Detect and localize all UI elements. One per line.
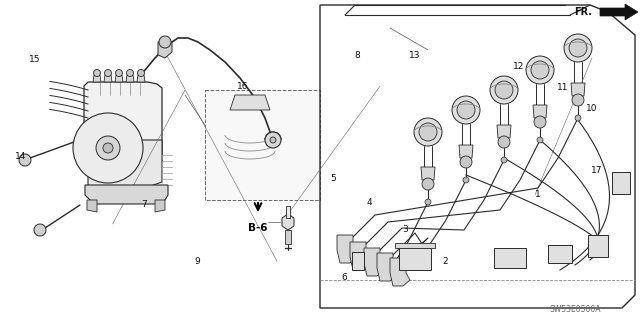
Circle shape [575,115,581,121]
Text: 9: 9 [195,257,200,266]
Circle shape [103,143,113,153]
Polygon shape [230,95,270,110]
Polygon shape [88,140,162,192]
Polygon shape [115,75,123,82]
Circle shape [96,136,120,160]
Circle shape [425,199,431,205]
Bar [399,248,431,270]
Circle shape [104,70,111,77]
Circle shape [564,34,592,62]
Polygon shape [390,258,410,286]
Circle shape [138,70,145,77]
Text: SW53E0500A: SW53E0500A [549,305,601,314]
Polygon shape [282,214,294,230]
Polygon shape [85,185,168,204]
Polygon shape [87,200,97,212]
Circle shape [127,70,134,77]
Circle shape [531,61,549,79]
Circle shape [569,39,587,57]
Text: 4: 4 [367,198,372,207]
Polygon shape [158,42,172,58]
Bar [588,235,608,257]
Bar [352,252,364,270]
Circle shape [457,101,475,119]
Text: 1: 1 [535,190,540,199]
Circle shape [537,137,543,143]
Polygon shape [459,145,473,158]
Polygon shape [533,105,547,118]
Circle shape [452,96,480,124]
Circle shape [93,70,100,77]
Polygon shape [155,200,165,212]
Text: 14: 14 [15,152,26,161]
Polygon shape [93,75,101,82]
Bar [395,243,435,248]
Polygon shape [600,4,638,20]
Polygon shape [84,82,162,186]
Text: B-6: B-6 [248,223,268,233]
Polygon shape [364,248,384,276]
Text: 7: 7 [141,200,147,209]
Polygon shape [337,235,357,263]
Text: 8: 8 [355,51,360,60]
Circle shape [460,156,472,168]
Circle shape [526,56,554,84]
Circle shape [572,94,584,106]
Polygon shape [350,242,370,270]
Polygon shape [377,253,397,281]
Circle shape [159,36,171,48]
Circle shape [422,178,434,190]
Circle shape [501,157,507,163]
Circle shape [270,137,276,143]
Text: 11: 11 [557,83,569,92]
Circle shape [19,154,31,166]
Polygon shape [421,167,435,180]
Bar [205,90,320,200]
Circle shape [495,81,513,99]
Text: 15: 15 [29,55,41,63]
Circle shape [490,76,518,104]
Polygon shape [104,75,112,82]
Polygon shape [497,125,511,138]
Circle shape [419,123,437,141]
Text: 6: 6 [342,273,347,282]
Text: 12: 12 [513,63,524,71]
Circle shape [498,136,510,148]
Polygon shape [137,75,145,82]
Circle shape [73,113,143,183]
Circle shape [34,224,46,236]
Bar [494,248,526,268]
Circle shape [115,70,122,77]
Circle shape [463,177,469,183]
Text: 16: 16 [237,82,249,91]
Bar [286,206,290,218]
Text: 2: 2 [442,257,447,266]
Circle shape [534,116,546,128]
Bar [548,245,572,263]
Circle shape [265,132,281,148]
Text: 5: 5 [330,174,335,183]
Polygon shape [571,83,585,96]
Text: 3: 3 [403,225,408,234]
Text: 10: 10 [586,104,598,113]
Circle shape [414,118,442,146]
Bar [612,172,630,194]
Bar [285,230,291,244]
Polygon shape [126,75,134,82]
Text: 17: 17 [591,166,602,175]
Text: 13: 13 [409,51,420,60]
Text: FR.: FR. [574,7,592,17]
